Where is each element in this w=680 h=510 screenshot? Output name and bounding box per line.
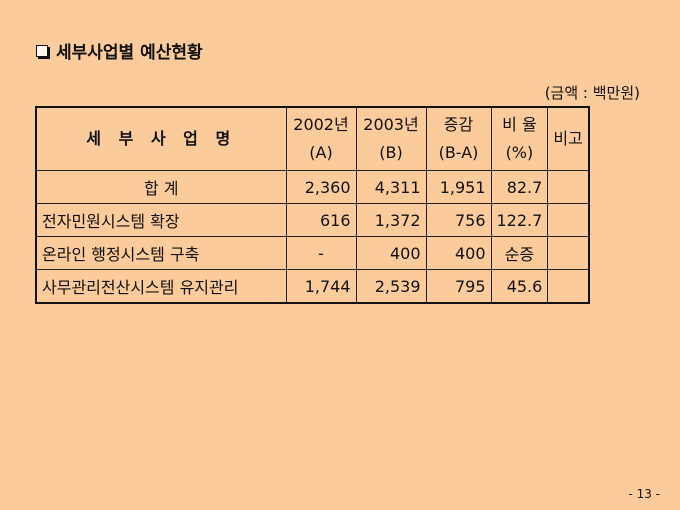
header-line1: 2003년 xyxy=(363,115,419,134)
cell-name: 합 계 xyxy=(35,170,287,204)
section-title: 세부사업별 예산현황 xyxy=(36,38,203,63)
cell-note xyxy=(547,236,590,270)
header-line2: (%) xyxy=(505,143,534,162)
header-line2: (B) xyxy=(379,143,403,162)
cell-diff: 756 xyxy=(425,203,492,237)
cell-note xyxy=(547,203,590,237)
cell-name: 사무관리전산시스템 유지관리 xyxy=(35,269,287,304)
header-line1: 비 율 xyxy=(502,115,537,134)
header-line1: 증감 xyxy=(443,115,474,134)
table-row: 온라인 행정시스템 구축 -400 400 순증 xyxy=(35,236,590,270)
header-line2: (B-A) xyxy=(438,143,479,162)
cell-b: 2,539 xyxy=(355,269,427,304)
title-text: 세부사업별 예산현황 xyxy=(56,43,203,63)
cell-note xyxy=(547,269,590,304)
cell-ratio: 122.7 xyxy=(490,203,549,237)
cell-diff: 795 xyxy=(425,269,492,304)
header-line1: 2002년 xyxy=(293,115,349,134)
cell-a: - xyxy=(285,236,357,270)
checkbox-bullet-icon xyxy=(36,44,48,57)
cell-b: 400 xyxy=(355,236,427,270)
unit-note: (금액 : 백만원) xyxy=(544,84,640,102)
page-number: - 13 - xyxy=(628,487,660,501)
cell-a: 616 xyxy=(285,203,357,237)
cell-ratio: 순증 xyxy=(490,236,549,270)
cell-name: 온라인 행정시스템 구축 xyxy=(35,236,287,270)
table-row: 전자민원시스템 확장 616 1,372 756 122.7 xyxy=(35,203,590,237)
header-2003: 2003년 (B) xyxy=(355,106,427,171)
cell-a: 1,744 xyxy=(285,269,357,304)
cell-b: 4,311 xyxy=(355,170,427,204)
cell-diff: 1,951 xyxy=(425,170,492,204)
header-row: 세 부 사 업 명 2002년 (A) 2003년 (B) 증감 (B-A) 비 율 (… xyxy=(35,106,590,171)
header-note: 비고 xyxy=(547,106,590,171)
header-2002: 2002년 (A) xyxy=(285,106,357,171)
cell-ratio: 82.7 xyxy=(490,170,549,204)
cell-ratio: 45.6 xyxy=(490,269,549,304)
header-diff: 증감 (B-A) xyxy=(425,106,492,171)
header-name: 세 부 사 업 명 xyxy=(35,106,287,171)
budget-table: 세 부 사 업 명 2002년 (A) 2003년 (B) 증감 (B-A) 비 율 (… xyxy=(35,106,590,304)
cell-b: 1,372 xyxy=(355,203,427,237)
cell-note xyxy=(547,170,590,204)
cell-diff: 400 xyxy=(425,236,492,270)
table-row: 합 계 2,360 4,311 1,951 82.7 xyxy=(35,170,590,204)
cell-name: 전자민원시스템 확장 xyxy=(35,203,287,237)
cell-a: 2,360 xyxy=(285,170,357,204)
table-row: 사무관리전산시스템 유지관리 1,744 2,539 795 45.6 xyxy=(35,269,590,304)
header-line2: (A) xyxy=(309,143,333,162)
header-ratio: 비 율 (%) xyxy=(490,106,549,171)
